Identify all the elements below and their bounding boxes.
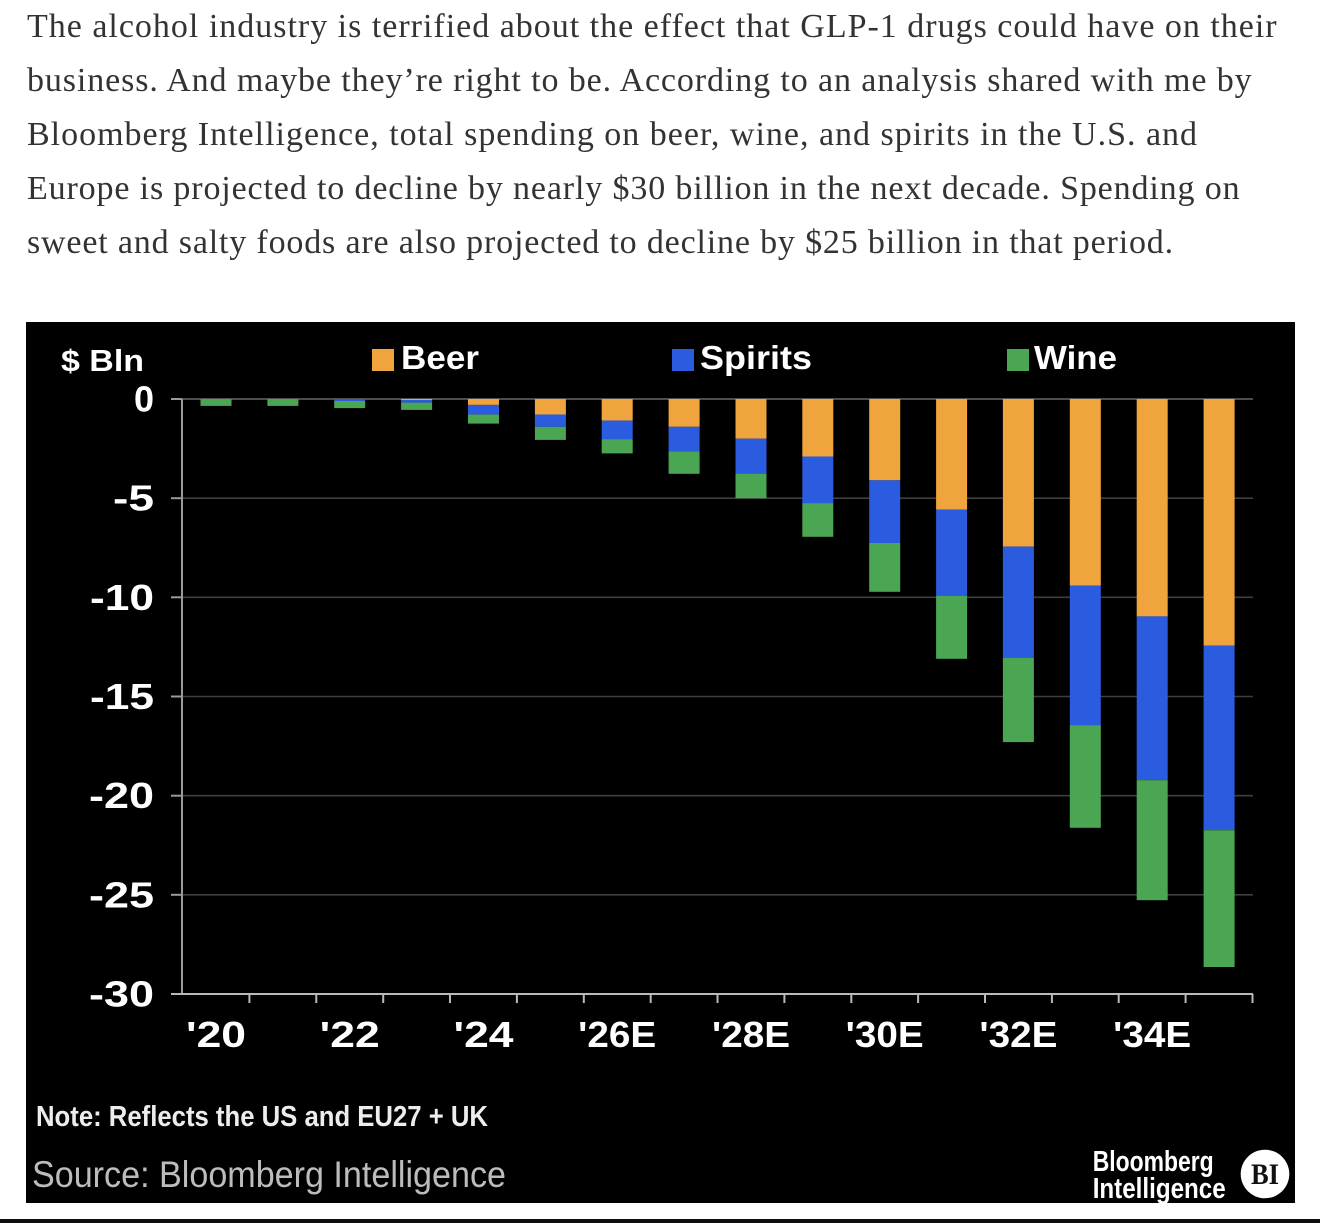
svg-text:Spirits: Spirits xyxy=(700,339,812,376)
svg-text:'26E: '26E xyxy=(578,1014,656,1055)
svg-text:-30: -30 xyxy=(89,974,154,1015)
svg-text:Note: Reflects the US and EU27: Note: Reflects the US and EU27 + UK xyxy=(36,1101,488,1133)
svg-text:Beer: Beer xyxy=(401,339,479,376)
svg-text:'22: '22 xyxy=(320,1014,380,1055)
svg-text:'28E: '28E xyxy=(712,1014,790,1055)
svg-text:Wine: Wine xyxy=(1034,339,1117,376)
svg-text:-5: -5 xyxy=(113,478,154,519)
svg-text:Bloomberg: Bloomberg xyxy=(1093,1146,1214,1178)
svg-text:'34E: '34E xyxy=(1113,1014,1191,1055)
svg-text:Intelligence: Intelligence xyxy=(1093,1173,1226,1203)
svg-text:Source: Bloomberg Intelligence: Source: Bloomberg Intelligence xyxy=(32,1154,506,1195)
svg-text:-10: -10 xyxy=(90,577,154,618)
svg-text:'30E: '30E xyxy=(846,1014,924,1055)
svg-text:'20: '20 xyxy=(186,1014,246,1055)
svg-text:'24: '24 xyxy=(454,1014,514,1055)
svg-text:-20: -20 xyxy=(89,775,154,816)
svg-text:0: 0 xyxy=(134,379,154,420)
svg-text:$ Bln: $ Bln xyxy=(61,343,144,378)
svg-text:-15: -15 xyxy=(90,676,154,717)
svg-text:'32E: '32E xyxy=(979,1014,1057,1055)
svg-text:-25: -25 xyxy=(89,874,154,915)
svg-text:BI: BI xyxy=(1251,1158,1279,1191)
